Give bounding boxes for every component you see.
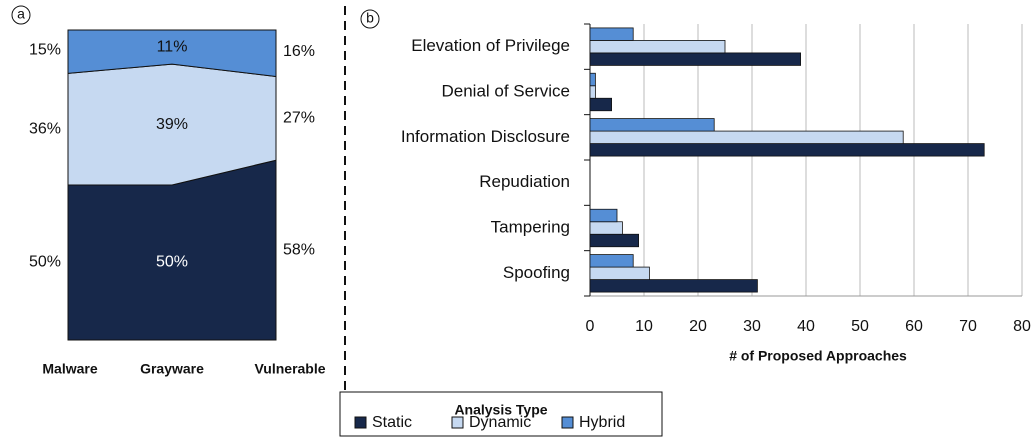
bar <box>589 97 613 112</box>
value-label: 50% <box>156 254 188 271</box>
x-tick-label: 80 <box>1013 318 1031 335</box>
value-label: 16% <box>283 43 315 60</box>
bar <box>589 266 650 280</box>
bar <box>589 143 985 157</box>
y-tick-label: Spoofing <box>503 263 570 282</box>
area <box>68 30 276 78</box>
panel-label: a <box>17 6 25 22</box>
value-label: 58% <box>283 241 315 258</box>
legend-title: Analysis Type <box>454 402 547 418</box>
bar <box>589 254 634 268</box>
legend-swatch <box>354 416 367 429</box>
legend-label: Static <box>372 414 412 431</box>
bar <box>589 118 715 132</box>
legend-swatch <box>451 416 464 429</box>
x-tick-label: 50 <box>851 318 869 335</box>
x-tick-label: Vulnerable <box>254 361 325 377</box>
area <box>68 159 276 340</box>
y-tick-label: Denial of Service <box>441 81 570 100</box>
value-label: 36% <box>29 120 61 137</box>
y-tick-label: Repudiation <box>479 172 570 191</box>
x-tick-label: 40 <box>797 318 815 335</box>
bar <box>589 40 726 54</box>
value-label: 50% <box>29 254 61 271</box>
x-tick-label: 60 <box>905 318 923 335</box>
bar <box>589 221 623 235</box>
legend-label: Hybrid <box>579 414 625 431</box>
panel-label: b <box>366 10 374 26</box>
legend-box <box>339 391 663 437</box>
y-tick-label: Elevation of Privilege <box>411 36 570 55</box>
y-tick-label: Information Disclosure <box>401 127 570 146</box>
x-tick-label: Malware <box>42 361 97 377</box>
x-tick-label: 70 <box>959 318 977 335</box>
x-tick-label: Grayware <box>140 361 204 377</box>
panel-badge <box>360 9 380 29</box>
bar <box>589 85 596 99</box>
bar <box>589 72 596 87</box>
bar <box>589 208 618 223</box>
panel-badge <box>11 5 31 25</box>
bar <box>589 233 639 248</box>
value-label: 39% <box>156 116 188 133</box>
y-tick-label: Tampering <box>491 217 570 236</box>
value-label: 11% <box>157 38 188 55</box>
bar <box>589 52 802 66</box>
bar <box>589 27 634 41</box>
plot-area <box>68 30 276 340</box>
x-tick-label: 10 <box>635 318 653 335</box>
value-label: 27% <box>283 110 315 127</box>
x-tick-label: 20 <box>689 318 707 335</box>
x-tick-label: 30 <box>743 318 761 335</box>
value-label: 15% <box>29 41 61 58</box>
bar <box>589 279 758 293</box>
bar <box>589 130 904 144</box>
legend-label: Dynamic <box>469 414 531 431</box>
plot-border <box>67 29 277 341</box>
x-tick-label: 0 <box>586 318 595 335</box>
legend-swatch <box>561 416 574 429</box>
x-axis-label: # of Proposed Approaches <box>729 348 907 364</box>
